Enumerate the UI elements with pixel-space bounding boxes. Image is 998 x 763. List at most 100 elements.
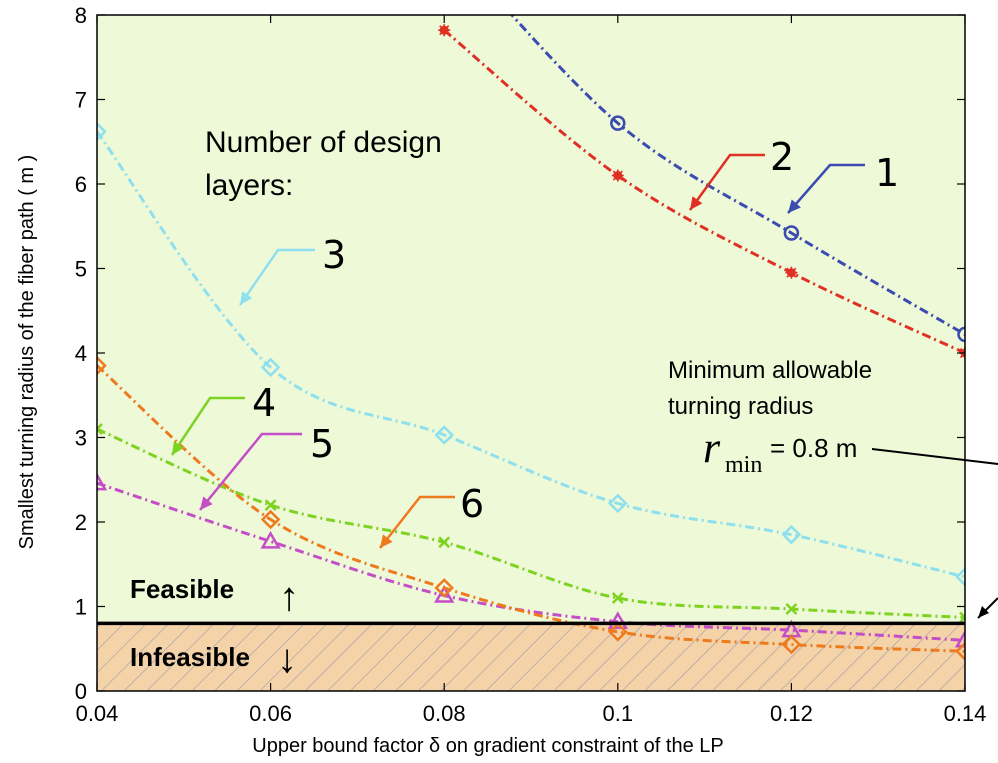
data-point [97,121,107,142]
data-point [781,524,802,545]
x-tick-label: 0.1 [603,701,634,726]
series-4 [97,423,965,624]
data-point [611,592,624,604]
callout-1: 1 [787,151,899,214]
y-tick-label: 8 [75,3,87,28]
x-tick-label: 0.08 [423,701,466,726]
x-tick-label: 0.12 [770,701,813,726]
data-point [97,423,103,435]
data-point [260,509,281,530]
rmin-symbol: r [703,423,721,472]
y-tick-label: 6 [75,172,87,197]
data-point [785,603,798,615]
callout-3: 3 [238,233,346,306]
callout-label: 2 [770,135,794,179]
y-tick-label: 0 [75,679,87,704]
infeasible-label: Infeasible [130,642,250,672]
callout-2: 2 [688,135,794,211]
min-radius-heading-line2: turning radius [668,393,813,420]
callout-label: 5 [310,422,334,466]
series-line [97,130,965,579]
callout-label: 6 [460,482,484,526]
callout-6: 6 [379,482,484,549]
data-point [955,567,965,587]
callout-arrow [379,495,455,549]
data-point [783,225,800,241]
infeasible-hatch [97,623,965,691]
callout-arrowhead [240,291,253,305]
feasible-up-arrow: ↑ [279,575,299,619]
x-tick-label: 0.04 [76,701,119,726]
callout-label: 4 [252,381,276,425]
callout-4: 4 [170,381,276,456]
series-3 [97,121,965,587]
series-line [509,15,965,336]
y-axis-label: Smallest turning radius of the fiber pat… [16,155,38,550]
callout-arrow [688,153,765,211]
series-callouts: 1 2 3 45 6 [170,135,899,549]
infeasible-down-arrow: ↓ [277,637,297,681]
data-point [785,266,798,279]
y-tick-label: 3 [75,426,87,451]
data-point [608,493,628,514]
y-tick-label: 1 [75,595,87,620]
data-point [264,499,277,511]
callout-arrow [170,396,245,456]
data-point [781,634,802,655]
legend-heading-line2: layers: [205,169,293,202]
callout-arrow [199,432,302,511]
data-point [607,611,628,629]
data-point [434,578,454,598]
series-line [97,427,965,619]
feasible-region [97,15,965,624]
series-line [97,481,965,642]
data-point [434,584,455,603]
data-point [260,530,281,549]
min-radius-heading-line1: Minimum allowable [668,357,872,384]
callout-label: 3 [322,233,346,277]
x-tick-label: 0.06 [249,701,292,726]
series-5 [97,472,965,648]
callout-arrowhead [380,534,393,548]
callout-arrowhead [690,196,703,210]
data-point [97,355,107,376]
series-layer [97,15,965,662]
data-point [610,115,626,131]
callout-5: 5 [199,422,334,511]
data-point [438,536,451,549]
data-point [438,24,451,37]
x-axis-label: Upper bound factor δ on gradient constra… [252,735,723,757]
legend-heading-line1: Number of design [205,126,442,159]
y-tick-label: 5 [75,257,87,282]
rmin-value: = 0.8 m [770,433,857,463]
data-point [611,169,624,182]
callout-arrow [238,248,315,306]
data-point [955,641,965,662]
y-tick-label: 7 [75,88,87,113]
data-point [608,622,628,642]
rmin-arrowhead [978,606,989,618]
series-2 [438,24,965,359]
y-tick-label: 2 [75,510,87,535]
data-point [954,629,965,648]
data-point [957,326,965,343]
callout-arrowhead [788,199,801,213]
rmin-leader-line [871,448,998,465]
data-point [97,472,108,491]
rmin-subscript: min [725,452,762,478]
series-line [97,364,965,653]
feasible-label: Feasible [130,574,234,604]
callout-arrowhead [200,496,213,510]
x-tick-label: 0.14 [944,701,987,726]
series-6 [97,355,965,662]
x-axis-ticks: 0.04 0.06 0.08 0.1 0.12 0.14 [76,15,987,726]
callout-arrow [787,163,865,214]
series-1 [509,15,965,343]
data-point [260,357,281,378]
y-tick-label: 4 [75,341,87,366]
data-point [434,425,454,445]
data-point [959,611,965,624]
callout-label: 1 [875,151,899,195]
